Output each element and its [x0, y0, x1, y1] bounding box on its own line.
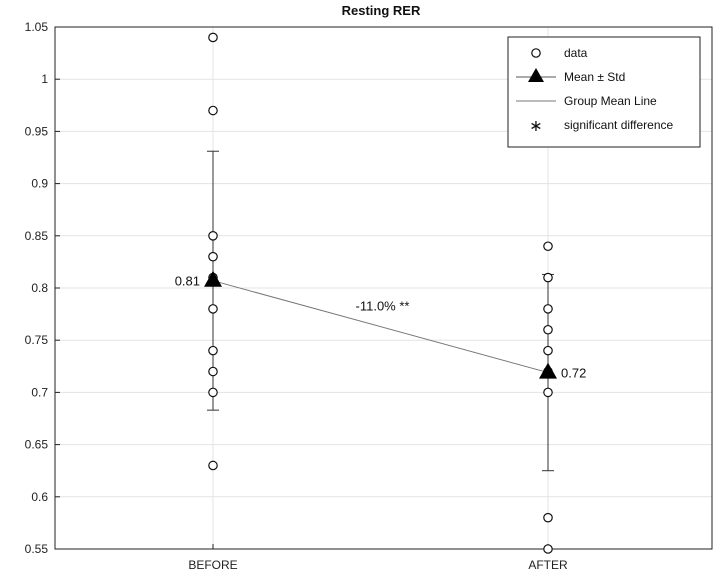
y-tick-label: 0.95 [25, 124, 49, 138]
legend-label: significant difference [564, 118, 674, 132]
data-point [543, 387, 553, 398]
y-tick-label: 0.7 [31, 385, 48, 399]
y-tick-label: 0.55 [25, 542, 49, 556]
x-tick-label: BEFORE [188, 558, 237, 572]
mean-label: 0.81 [175, 274, 200, 289]
axis-layer: 0.55 0.6 0.65 0.7 0.75 0.8 0.85 0.9 0.95 1 1.05 BEF… [25, 20, 568, 572]
data-point [208, 105, 218, 116]
legend-label: Mean ± Std [564, 70, 625, 84]
legend-circle-icon [531, 48, 541, 58]
data-point [208, 345, 218, 356]
data-point [208, 251, 218, 262]
data-point [208, 366, 218, 377]
mean-label: 0.72 [561, 366, 586, 381]
significance-annotation: -11.0% ** [356, 299, 410, 314]
legend-items: data Mean ± Std Group Mean Line ∗ significan… [516, 46, 674, 135]
data-layer: 0.81 0.72 [175, 32, 586, 554]
data-point [543, 241, 553, 252]
y-tick-label: 0.65 [25, 438, 49, 452]
data-point [543, 272, 553, 283]
data-point [208, 231, 218, 241]
data-point [543, 512, 553, 523]
y-tick-label: 1 [41, 72, 48, 86]
legend-triangle-icon [528, 68, 544, 82]
data-point [543, 324, 553, 335]
data-point [208, 304, 218, 314]
data-point [208, 387, 218, 398]
chart-title: Resting RER [342, 3, 421, 18]
y-tick-label: 0.9 [31, 177, 48, 191]
data-point [208, 32, 218, 43]
legend: data Mean ± Std Group Mean Line ∗ significan… [507, 36, 701, 148]
x-tick-label: AFTER [528, 558, 568, 572]
legend-label: data [564, 46, 588, 60]
y-tick-label: 0.75 [25, 333, 49, 347]
data-point [543, 304, 553, 314]
data-point [208, 460, 218, 471]
y-tick-label: 0.85 [25, 229, 49, 243]
y-tick-label: 0.8 [31, 281, 48, 295]
mean-marker [539, 362, 557, 379]
data-point [543, 544, 553, 554]
data-point [543, 345, 553, 356]
legend-asterisk-icon: ∗ [529, 116, 542, 135]
legend-label: Group Mean Line [564, 94, 657, 108]
mean-marker [204, 270, 222, 287]
y-tick-label: 1.05 [25, 20, 49, 34]
group-mean-line [212, 280, 549, 374]
y-tick-label: 0.6 [31, 490, 48, 504]
